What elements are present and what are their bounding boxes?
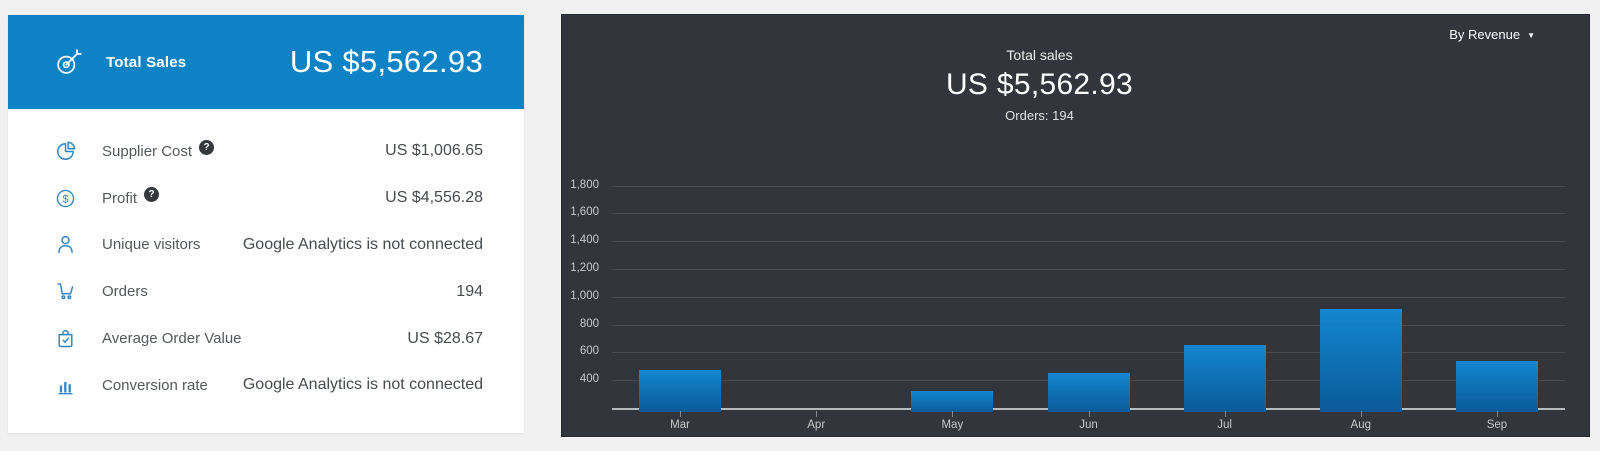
- x-axis-tick: [952, 411, 954, 417]
- metric-label: Orders: [102, 283, 148, 301]
- metric-value: Google Analytics is not connected: [242, 235, 483, 253]
- x-axis-tick: [1088, 411, 1090, 417]
- dropdown-label: By Revenue: [1449, 27, 1521, 42]
- x-axis-tick: [816, 411, 818, 417]
- y-axis-tick-label: 1,600: [570, 206, 599, 219]
- bar-jun[interactable]: [1047, 373, 1130, 412]
- y-axis-tick-label: 400: [579, 373, 599, 386]
- metric-row-orders: Orders 194: [55, 268, 483, 315]
- metric-label: Unique visitors: [102, 236, 201, 254]
- x-axis-tick: [1360, 411, 1362, 417]
- chart-orders-count: Orders: 194: [1005, 108, 1074, 123]
- x-axis-category-label: Mar: [670, 419, 690, 431]
- metric-row-profit: $ Profit? US $4,556.28: [55, 175, 483, 222]
- help-icon[interactable]: ?: [199, 139, 215, 155]
- gridline: [612, 241, 1565, 243]
- pie-chart-icon: [55, 141, 76, 162]
- help-icon[interactable]: ?: [144, 186, 160, 202]
- metric-label: Supplier Cost: [102, 142, 193, 160]
- y-axis-tick-label: 1,800: [570, 178, 599, 191]
- metric-label: Profit: [102, 189, 138, 207]
- sales-summary-card: Total Sales US $5,562.93 Supplier Cost? U…: [8, 15, 524, 433]
- metric-label: Conversion rate: [102, 376, 208, 394]
- x-axis-tick: [680, 411, 682, 417]
- person-icon: [55, 234, 76, 255]
- x-axis-category-label: Sep: [1486, 419, 1508, 431]
- chevron-down-icon: ▼: [1527, 31, 1535, 40]
- x-axis-category-label: May: [941, 419, 964, 431]
- x-axis-category-label: Jun: [1079, 419, 1098, 431]
- bar-chart-plot: 400 600 800 1,000 1,200 1,400 1,600 1,800 Mar Apr…: [570, 175, 1565, 435]
- y-axis-tick-label: 1,400: [570, 234, 599, 247]
- chart-header: Total sales US $5,562.93 Orders: 194: [562, 47, 1589, 123]
- dollar-circle-icon: $: [55, 188, 76, 209]
- metric-value: US $28.67: [407, 329, 483, 347]
- chart-title: Total sales: [1006, 47, 1073, 63]
- target-icon: [55, 48, 82, 76]
- x-axis-tick: [1496, 411, 1498, 417]
- metric-value: US $1,006.65: [385, 142, 483, 160]
- metric-row-conversion-rate: Conversion rate Google Analytics is not c…: [55, 362, 483, 409]
- x-axis-category-label: Aug: [1350, 419, 1372, 431]
- x-axis-category-label: Jul: [1217, 419, 1232, 431]
- bar-may[interactable]: [911, 390, 994, 412]
- bar-sep[interactable]: [1455, 360, 1538, 412]
- bar-mar[interactable]: [639, 369, 722, 412]
- x-axis-category-label: Apr: [807, 419, 826, 431]
- total-sales-value: US $5,562.93: [289, 44, 483, 79]
- y-axis-tick-label: 1,200: [570, 262, 599, 274]
- metric-row-unique-visitors: Unique visitors Google Analytics is not c…: [55, 222, 483, 269]
- metric-label: Average Order Value: [102, 330, 242, 348]
- bag-check-icon: [55, 328, 76, 349]
- metric-value: 194: [456, 282, 483, 300]
- cart-icon: [55, 281, 76, 302]
- gridline: [612, 296, 1565, 298]
- by-revenue-dropdown[interactable]: By Revenue ▼: [1449, 27, 1535, 42]
- metric-rows: Supplier Cost? US $1,006.65 $ Profit? US $4,…: [8, 109, 524, 409]
- bar-jul[interactable]: [1183, 344, 1266, 412]
- total-sales-chart-panel: By Revenue ▼ Total sales US $5,562.93 Or…: [561, 14, 1590, 437]
- y-axis-tick-label: 1,000: [570, 289, 599, 302]
- metric-value: US $4,556.28: [385, 189, 483, 207]
- gridline: [612, 269, 1565, 270]
- metric-row-average-order-value: Average Order Value US $28.67: [55, 315, 483, 362]
- gridline: [612, 213, 1565, 215]
- metric-row-supplier-cost: Supplier Cost? US $1,006.65: [55, 128, 483, 175]
- gridline: [612, 185, 1565, 187]
- bar-aug[interactable]: [1319, 309, 1402, 412]
- y-axis-tick-label: 800: [579, 317, 599, 330]
- gridline: [612, 352, 1565, 354]
- metric-value: Google Analytics is not connected: [242, 376, 483, 394]
- total-sales-label: Total Sales: [106, 53, 187, 71]
- total-sales-header: Total Sales US $5,562.93: [8, 15, 524, 109]
- gridline: [612, 324, 1565, 326]
- y-axis-tick-label: 600: [579, 345, 599, 358]
- bar-chart-icon: [55, 375, 76, 396]
- svg-text:$: $: [62, 193, 68, 205]
- chart-total-value: US $5,562.93: [945, 68, 1134, 101]
- x-axis-tick: [1224, 411, 1226, 417]
